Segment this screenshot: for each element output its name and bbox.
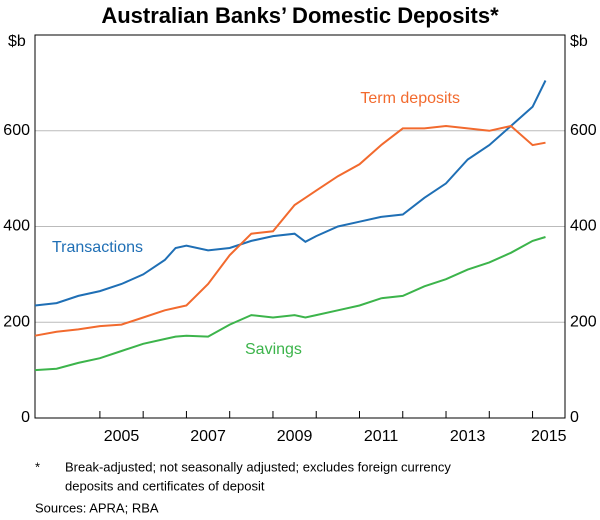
y-axis-label: $b bbox=[8, 33, 26, 50]
series-label: Transactions bbox=[52, 239, 143, 256]
footnote: Break-adjusted; not seasonally adjusted;… bbox=[65, 459, 451, 474]
line-series bbox=[34, 124, 546, 337]
x-tick-label: 2013 bbox=[450, 428, 486, 445]
y2-tick-label: 200 bbox=[570, 313, 597, 330]
x-tick-label: 2005 bbox=[104, 428, 140, 445]
y-tick-label: 0 bbox=[21, 409, 30, 426]
x-tick-label: 2015 bbox=[531, 428, 567, 445]
y-tick-label: 400 bbox=[3, 218, 30, 235]
y-tick-label: 600 bbox=[3, 122, 30, 139]
x-tick-label: 2009 bbox=[277, 428, 313, 445]
series-label: Term deposits bbox=[360, 90, 460, 107]
plot-frame bbox=[34, 34, 566, 419]
y2-tick-label: 0 bbox=[570, 409, 579, 426]
x-tick-label: 2011 bbox=[364, 428, 399, 445]
y2-axis-label: $b bbox=[570, 33, 588, 50]
line-series bbox=[34, 80, 547, 307]
line-series bbox=[34, 236, 546, 372]
sources: Sources: APRA; RBA bbox=[35, 500, 159, 515]
footnote-marker: * bbox=[35, 459, 40, 474]
footnote: deposits and certificates of deposit bbox=[65, 478, 265, 493]
x-tick-label: 2007 bbox=[190, 428, 226, 445]
y-tick-label: 200 bbox=[3, 313, 30, 330]
chart-title: Australian Banks’ Domestic Deposits* bbox=[101, 3, 499, 28]
y2-tick-label: 600 bbox=[570, 122, 597, 139]
y2-tick-label: 400 bbox=[570, 218, 597, 235]
series-label: Savings bbox=[245, 341, 302, 358]
